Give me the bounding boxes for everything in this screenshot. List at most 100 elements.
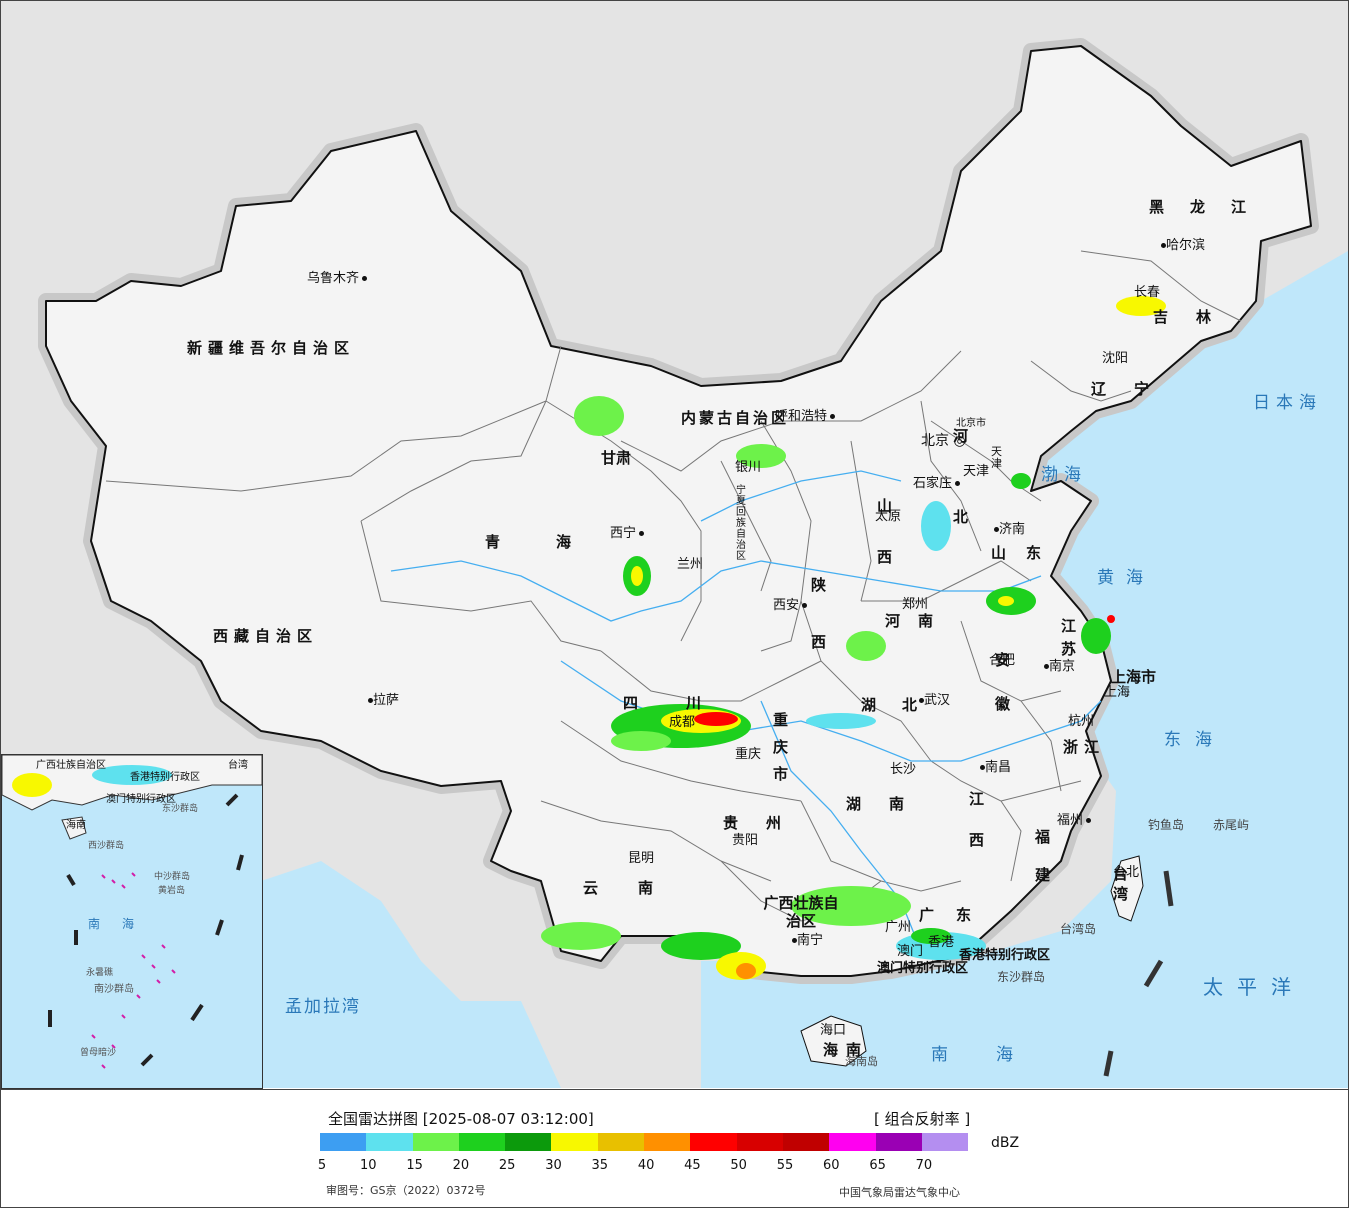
city-nanchang: 南昌 [977,761,1011,774]
city-shenyang: 沈阳 [1102,351,1129,366]
label-hebei: 河北 [953,427,969,526]
label-qinghai: 青海 [485,533,628,551]
sea-yellow: 黄海 [1097,568,1155,588]
inset-label-nanhai: 南海 [88,917,157,931]
city-zhengzhou: 郑州 [902,597,929,612]
color-swatch-9 [736,1133,783,1151]
echo-gansu [574,396,651,596]
city-xian: 西安 [773,599,808,612]
scale-tick-label: 65 [869,1158,886,1173]
label-hongkong-sar: 香港特别行政区 [959,948,1051,963]
city-harbin: 哈尔滨 [1158,239,1205,252]
inset-label-zhongsha: 中沙群岛 [154,872,191,882]
city-shijiazhuang: 石家庄 [913,477,961,490]
city-wuhan: 武汉 [916,694,950,707]
city-jinan: 济南 [991,523,1025,536]
echo-sichuan [611,704,751,751]
inset-label-macao: 澳门特别行政区 [106,794,176,805]
scale-tick-label: 60 [823,1158,840,1173]
label-beijing-province: 北京市 [956,418,986,429]
label-ningxia: 宁夏回族自治区 [736,485,746,562]
inset-dash-lines [48,793,244,1067]
city-changchun: 长春 [1134,285,1161,300]
label-zhejiang: 浙江 [1063,738,1106,756]
legend-title: 全国雷达拼图 [2025-08-07 03:12:00] [328,1110,594,1128]
city-guiyang: 贵阳 [732,833,759,848]
nine-dash-line [1103,870,1174,1077]
label-shanxi: 山西 [877,497,893,566]
city-chengdu: 成都 [669,715,696,730]
color-swatch-0 [320,1133,367,1151]
label-guangdong: 广东 [919,906,994,924]
hainan-island [800,1015,867,1067]
color-swatch-11 [829,1133,876,1151]
city-xining: 西宁 [610,527,645,540]
color-swatch-7 [644,1133,691,1151]
city-fuzhou: 福州 [1057,814,1092,827]
color-swatch-5 [551,1133,598,1151]
sea-bengal: 孟加拉湾 [285,997,361,1017]
color-swatch-13 [921,1133,969,1151]
city-guangzhou: 广州 [885,920,912,935]
color-swatch-2 [412,1133,459,1151]
island-chiwei: 赤尾屿 [1213,818,1250,832]
scale-tick-label: 20 [452,1158,470,1173]
label-anhui: 安徽 [995,651,1011,713]
city-lhasa: 拉萨 [365,694,399,707]
province-boundaries [105,250,1242,922]
label-xinjiang: 新疆维吾尔自治区 [187,339,356,357]
label-guangxi: 广西壮族自治区 [763,894,839,930]
sea-east: 东海 [1164,730,1226,750]
island-hainan: 海南岛 [845,1055,878,1068]
city-hohhot: 呼和浩特 [775,410,836,423]
inset-label-huangyan: 黄岩岛 [158,886,186,896]
label-yunnan: 云南 [583,879,694,897]
scale-tick-label: 70 [915,1158,933,1173]
label-henan: 河南 [885,612,952,630]
label-liaoning: 辽宁 [1091,380,1178,398]
city-haikou: 海口 [820,1023,847,1038]
city-shanghai: 上海 [1104,685,1131,700]
color-swatch-8 [690,1133,737,1151]
city-taiyuan: 太原 [875,509,902,524]
label-taiwan: 台湾 [1113,865,1129,903]
inset-map-graphic [2,755,262,1069]
sea-japan: 日本海 [1253,393,1322,413]
legend-product: [ 组合反射率 ] [874,1110,971,1128]
city-changsha: 长沙 [890,762,917,777]
south-china-sea-inset: 广西壮族自治区 香港特别行政区 澳门特别行政区 台湾 海南 西沙群岛 东沙群岛 … [1,754,263,1089]
city-hongkong: 香港 [928,935,955,950]
sea-pacific: 太平洋 [1203,975,1305,999]
label-shaanxi: 陕西 [811,576,827,651]
color-scale-bar [320,1133,969,1151]
color-swatch-12 [875,1133,922,1151]
scale-tick-label: 40 [637,1158,655,1173]
color-swatch-1 [366,1133,413,1151]
echo-east [736,296,1166,729]
inset-echo-a [12,773,52,797]
label-neimenggu: 内蒙古自治区 [681,409,790,427]
scale-tick-label: 45 [684,1158,701,1173]
inset-label-guangxi: 广西壮族自治区 [36,760,106,771]
scale-tick-label: 55 [776,1158,794,1173]
map-approval-number: 审图号：GS京（2022）0372号 [326,1184,486,1197]
scale-tick-label: 10 [360,1158,377,1173]
city-yinchuan: 银川 [735,460,762,475]
city-kunming: 昆明 [628,851,655,866]
city-nanning: 南宁 [789,934,823,947]
bay-of-bengal [261,861,561,1088]
color-swatch-10 [782,1133,830,1151]
inset-label-taiwan: 台湾 [228,760,248,771]
inset-label-yongshu: 永暑礁 [86,968,114,978]
label-hunan: 湖南 [846,795,933,813]
label-tianjin-province: 天津 [991,445,1002,471]
label-jiangsu: 江苏 [1061,617,1077,658]
island-diaoyu: 钓鱼岛 [1148,818,1185,832]
legend-unit: dBZ [991,1135,1020,1151]
label-shandong: 山东 [991,544,1062,562]
label-xizang: 西藏自治区 [213,627,319,645]
city-nanjing: 南京 [1041,660,1075,673]
taiwan-island [1110,855,1144,922]
label-jilin: 吉林 [1153,308,1240,326]
agency-credit: 中国气象局雷达气象中心 [839,1186,960,1199]
